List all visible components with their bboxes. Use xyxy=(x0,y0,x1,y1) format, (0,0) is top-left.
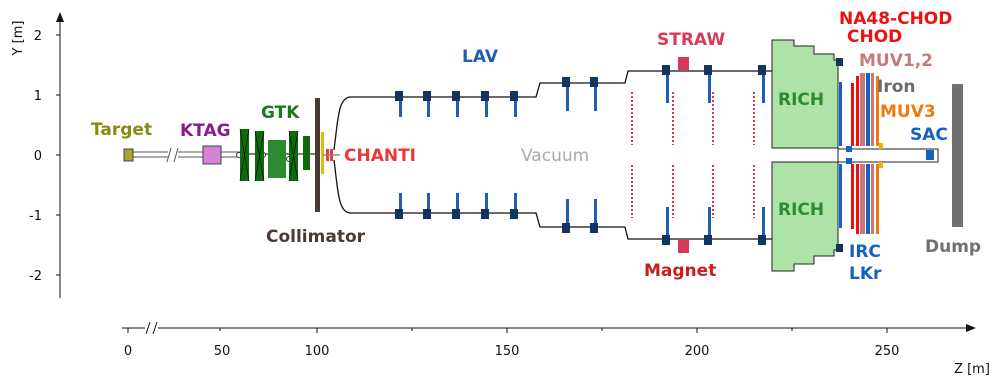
rich-label-bottom: RICH xyxy=(778,200,824,220)
x-tick-label: 50 xyxy=(214,344,231,359)
downstream-beam-pipe xyxy=(837,148,939,163)
muv12-label: MUV1,2 xyxy=(859,51,933,71)
target-block xyxy=(123,148,134,162)
dump-label: Dump xyxy=(925,237,981,257)
lav-stations-top xyxy=(395,65,766,117)
collimator-yellow xyxy=(321,132,324,174)
ktag-label: KTAG xyxy=(180,121,231,141)
magnet-bottom xyxy=(678,240,689,253)
y-tick-label: -1 xyxy=(29,209,42,224)
rich-vessel-bottom xyxy=(771,161,839,272)
x-ticks: 0 50 100 150 200 250 xyxy=(124,328,900,359)
y-tick-label: 1 xyxy=(34,89,42,104)
y-tick-label: 2 xyxy=(34,29,42,44)
lav-stations-bottom xyxy=(395,193,766,245)
x-axis-break xyxy=(145,321,158,335)
straw-chambers xyxy=(631,92,755,218)
collimator-block xyxy=(315,98,320,212)
irc-label: IRC xyxy=(849,242,881,262)
x-axis-label: Z [m] xyxy=(954,362,990,377)
gtk-stations xyxy=(239,128,310,182)
chanti-label: CHANTI xyxy=(344,146,416,166)
lkr-label: LKr xyxy=(849,264,882,284)
downstream-detectors xyxy=(836,58,934,252)
chod-label: CHOD xyxy=(847,27,902,47)
muv3-label: MUV3 xyxy=(880,102,936,122)
sac-label: SAC xyxy=(910,125,948,145)
x-axis-arrow xyxy=(966,324,976,332)
straw-label: STRAW xyxy=(657,30,725,50)
y-axis-arrow xyxy=(56,12,64,22)
x-tick-label: 250 xyxy=(875,344,900,359)
y-tick-label: 0 xyxy=(34,149,42,164)
y-ticks: 2 1 0 -1 -2 xyxy=(29,29,60,284)
magnet-label: Magnet xyxy=(644,261,716,281)
gtk-label: GTK xyxy=(261,103,300,123)
iron-label: Iron xyxy=(877,77,916,97)
magnet-top xyxy=(678,57,689,70)
na48-chod-label: NA48-CHOD xyxy=(839,9,952,29)
y-axis-label: Y [m] xyxy=(11,21,26,57)
x-tick-label: 0 xyxy=(124,344,132,359)
rich-label-top: RICH xyxy=(778,90,824,110)
vacuum-label: Vacuum xyxy=(521,146,589,166)
target-label: Target xyxy=(91,120,152,140)
lav-label: LAV xyxy=(462,47,499,67)
chanti-detector xyxy=(323,149,340,161)
ktag-block xyxy=(202,145,222,165)
rich-vessel-top xyxy=(771,39,839,149)
x-tick-label: 200 xyxy=(685,344,710,359)
y-tick-label: -2 xyxy=(29,269,42,284)
collimator-label: Collimator xyxy=(266,227,366,247)
x-tick-label: 100 xyxy=(305,344,330,359)
x-tick-label: 150 xyxy=(495,344,520,359)
dump-block xyxy=(952,84,963,227)
